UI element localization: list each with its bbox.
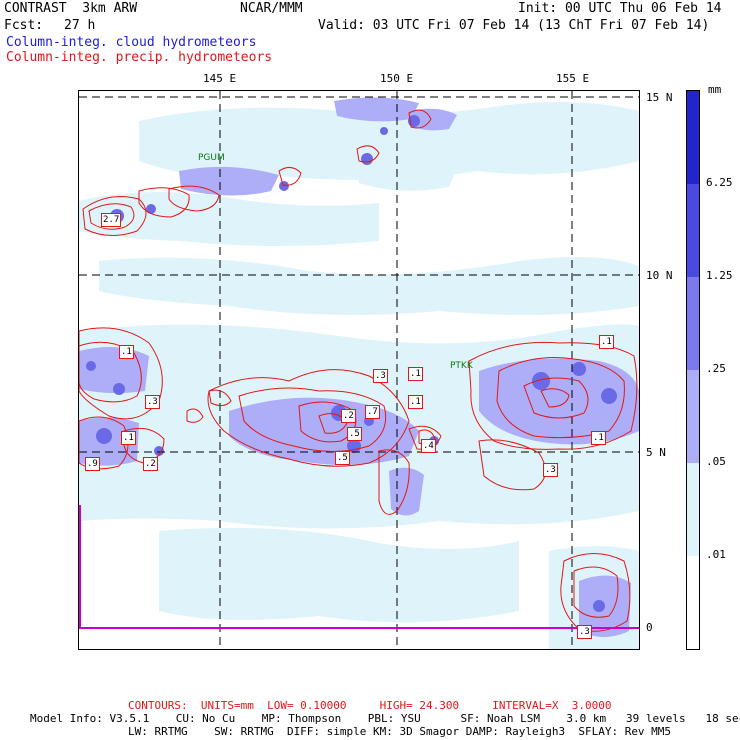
map-panel: PGUM PTKK 2.7 .1 .1 .3 .3 .1 .2 .1 .7 .9…: [78, 90, 640, 650]
contour-label: .2: [341, 409, 356, 423]
init-time: Init: 00 UTC Thu 06 Feb 14: [518, 1, 722, 16]
model-info-physics: LW: RRTMG SW: RRTMG DIFF: simple KM: 3D …: [128, 725, 672, 738]
colorbar-tick: .05: [706, 455, 726, 468]
contour-label: .3: [543, 463, 558, 477]
colorbar-tick: .25: [706, 362, 726, 375]
lat-label: 15 N: [646, 91, 673, 104]
contour-label: .3: [145, 395, 160, 409]
map-gridlines: [79, 91, 639, 649]
colorbar-tick: 1.25: [706, 269, 733, 282]
contour-label: .1: [599, 335, 614, 349]
contour-label: .5: [347, 427, 362, 441]
contour-label: 2.7: [101, 213, 122, 227]
lon-label: 145 E: [203, 72, 237, 85]
lat-label: 10 N: [646, 269, 673, 282]
contour-label: .7: [365, 405, 380, 419]
lon-label: 150 E: [380, 72, 414, 85]
valid-time: Valid: 03 UTC Fri 07 Feb 14 (13 ChT Fri …: [318, 18, 710, 33]
contour-label: .4: [421, 439, 436, 453]
colorbar-segment: [687, 277, 699, 370]
lat-label: 0: [646, 621, 653, 634]
colorbar-segment: [687, 91, 699, 184]
contour-label: .5: [335, 451, 350, 465]
forecast-hours: 27 h: [64, 18, 96, 33]
domain-boundary: [79, 505, 639, 629]
model-info: Model Info: V3.5.1 CU: No Cu MP: Thompso…: [30, 712, 740, 725]
colorbar-tick: 6.25: [706, 176, 733, 189]
colorbar-tick: .01: [706, 548, 726, 561]
organization-label: NCAR/MMM: [240, 1, 303, 16]
station-label-ptkk: PTKK: [450, 361, 473, 371]
hydrometeor-field: [79, 91, 639, 649]
contour-label: .3: [373, 369, 388, 383]
colorbar-segment: [687, 556, 699, 649]
lat-label: 5 N: [646, 446, 666, 459]
station-label-pgum: PGUM: [198, 153, 225, 163]
contour-label: .1: [121, 431, 136, 445]
precip-field-label: Column-integ. precip. hydrometeors: [6, 50, 273, 65]
lon-label: 155 E: [556, 72, 590, 85]
colorbar: [686, 90, 700, 650]
contour-label: .1: [408, 395, 423, 409]
colorbar-segment: [687, 463, 699, 556]
colorbar-unit: mm: [708, 83, 722, 96]
cloud-field-label: Column-integ. cloud hydrometeors: [6, 35, 257, 50]
contour-info: CONTOURS: UNITS=mm LOW= 0.10000 HIGH= 24…: [128, 699, 612, 712]
contour-label: .2: [143, 457, 158, 471]
precip-contours: [79, 109, 638, 632]
contour-label: .1: [591, 431, 606, 445]
contour-label: .3: [577, 625, 592, 639]
colorbar-segment: [687, 370, 699, 463]
colorbar-segment: [687, 184, 699, 277]
contour-label: .9: [85, 457, 100, 471]
model-title: CONTRAST 3km ARW: [4, 1, 138, 16]
contour-label: .1: [408, 367, 423, 381]
contour-label: .1: [119, 345, 134, 359]
forecast-label: Fcst:: [4, 18, 44, 33]
